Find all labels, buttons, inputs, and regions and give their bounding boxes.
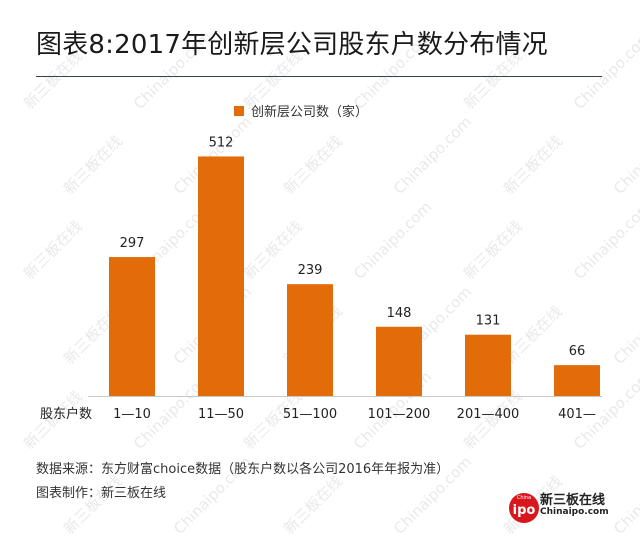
bar xyxy=(109,257,155,396)
x-tick-label: 101—200 xyxy=(368,407,431,422)
chart-maker-note: 图表制作：新三板在线 xyxy=(36,486,167,501)
data-label: 66 xyxy=(569,344,586,359)
x-tick-label: 51—100 xyxy=(283,407,337,422)
x-tick-label: 401— xyxy=(558,407,596,422)
bar xyxy=(287,284,333,396)
data-label: 239 xyxy=(298,263,323,278)
x-tick-label: 11—50 xyxy=(198,407,244,422)
category-axis-label: 股东户数 xyxy=(40,406,92,422)
data-label: 148 xyxy=(387,306,412,321)
x-tick-label: 201—400 xyxy=(457,407,520,422)
bar xyxy=(198,156,244,396)
legend-label: 创新层公司数（家） xyxy=(251,104,368,120)
data-label: 512 xyxy=(209,135,234,150)
bar xyxy=(554,365,600,396)
data-label: 131 xyxy=(476,314,501,329)
bar xyxy=(376,326,422,396)
logo-badge-top-text: China xyxy=(517,495,531,501)
x-tick-label: 1—10 xyxy=(113,407,151,422)
chinaipo-logo: China ipo 新三板在线 Chinaipo.com xyxy=(508,487,609,527)
logo-badge-text: ipo xyxy=(513,503,536,518)
bar xyxy=(465,334,511,396)
legend-swatch xyxy=(234,106,244,116)
data-label: 297 xyxy=(120,236,145,251)
title-rule xyxy=(36,76,602,77)
logo-name: 新三板在线 xyxy=(540,493,606,508)
data-source-note: 数据来源：东方财富choice数据（股东户数以各公司2016年年报为准） xyxy=(36,462,450,477)
logo-domain: Chinaipo.com xyxy=(540,507,609,517)
chinaipo-badge-icon: China ipo xyxy=(509,493,539,523)
chart-footer: 数据来源：东方财富choice数据（股东户数以各公司2016年年报为准） 图表制… xyxy=(36,458,449,506)
chart-title: 图表8:2017年创新层公司股东户数分布情况 xyxy=(36,30,548,60)
